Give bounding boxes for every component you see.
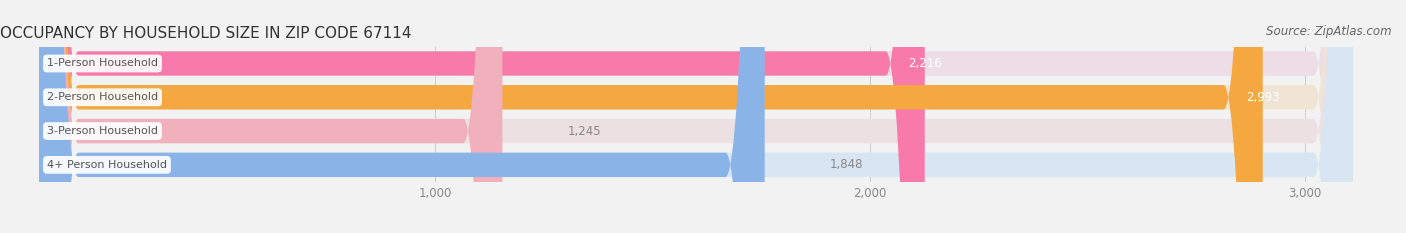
FancyBboxPatch shape: [39, 0, 502, 233]
FancyBboxPatch shape: [39, 0, 765, 233]
Text: Source: ZipAtlas.com: Source: ZipAtlas.com: [1267, 25, 1392, 38]
FancyBboxPatch shape: [39, 0, 1353, 233]
Text: 3-Person Household: 3-Person Household: [46, 126, 157, 136]
Text: OCCUPANCY BY HOUSEHOLD SIZE IN ZIP CODE 67114: OCCUPANCY BY HOUSEHOLD SIZE IN ZIP CODE …: [0, 26, 412, 41]
Text: 1,245: 1,245: [568, 125, 602, 137]
FancyBboxPatch shape: [39, 0, 1263, 233]
FancyBboxPatch shape: [39, 0, 925, 233]
FancyBboxPatch shape: [39, 0, 1353, 233]
Text: 2,216: 2,216: [908, 57, 942, 70]
Text: 4+ Person Household: 4+ Person Household: [46, 160, 167, 170]
FancyBboxPatch shape: [39, 0, 1353, 233]
Text: 2,993: 2,993: [1247, 91, 1279, 104]
FancyBboxPatch shape: [39, 0, 1353, 233]
Text: 2-Person Household: 2-Person Household: [46, 92, 157, 102]
Text: 1,848: 1,848: [830, 158, 863, 171]
Text: 1-Person Household: 1-Person Household: [46, 58, 157, 69]
